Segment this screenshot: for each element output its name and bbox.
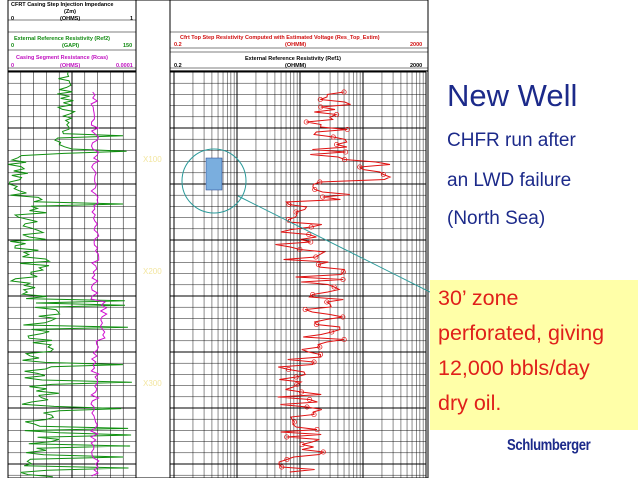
track1-casing-right: 0.0001 [116,63,133,69]
resistivity-marker [357,164,363,170]
track2-scale-left: 0.2 [174,42,182,48]
resistivity-marker [304,404,310,410]
resistivity-marker [334,111,340,118]
resistivity-marker [341,336,347,343]
callout-line-2: perforated, giving [438,321,605,345]
casing-resistance-curve [89,91,108,477]
slide-line-3: (North Sea) [447,208,546,229]
resistivity-marker [299,441,305,448]
resistivity-marker [303,119,309,125]
resistivity-marker [340,314,346,320]
resistivity-marker [308,239,314,245]
resistivity-marker [324,299,330,305]
resistivity-marker [311,411,317,418]
track1-scale-right: 1 [130,16,134,22]
track1-casing-title: Casing Segment Resistance (Rcas) [16,55,109,61]
resistivity-marker [297,246,303,253]
callout-box: 30’ zone perforated, giving 12,000 bbls/… [430,280,638,430]
track1-ref-left: 0 [11,43,15,49]
resistivity-marker [302,306,308,313]
track1-scale-unit: (OHMS) [60,16,81,22]
resistivity-marker [344,126,350,133]
perforated-zone-marker [205,157,223,191]
resistivity-marker [314,426,320,433]
resistivity-marker [306,231,312,238]
resistivity-marker [340,276,346,283]
resistivity-marker [317,351,324,358]
callout-line-3: 12,000 bbls/day [438,356,590,380]
resistivity-marker [320,449,326,455]
resistivity-marker [284,434,290,440]
resistivity-marker [329,329,335,335]
track2-ref-title: External Reference Resistivity (Ref1) [245,56,341,62]
track2-title: Cfrt Top Step Resistivity Computed with … [180,35,380,41]
resistivity-marker [343,149,349,155]
resistivity-marker [313,321,319,328]
resistivity-marker [286,366,292,373]
slide-title: New Well [447,78,578,113]
resistivity-marker [315,261,321,268]
log-curves [8,71,392,478]
track2-ref-left: 0.2 [174,63,182,69]
resistivity-marker [284,456,290,463]
resistivity-marker [310,291,316,298]
resistivity-marker [340,269,346,275]
resistivity-marker [331,284,337,290]
resistivity-marker [293,209,299,215]
zoom-annotation [181,148,430,293]
track2-scale-unit: (OHMM) [285,42,307,48]
resistivity-curve [275,91,392,473]
track2-ref-unit: (OHMM) [285,63,307,69]
resistivity-marker [286,201,292,208]
depth-label: X100 [143,155,162,164]
track1-ref-right: 150 [123,43,133,49]
resistivity-marker [291,419,297,425]
track1-scale-left: 0 [11,16,15,22]
resistivity-marker [298,389,305,395]
depth-label: X300 [143,379,162,388]
resistivity-marker [313,254,319,260]
track1-title-line2: (Zm) [64,9,76,15]
schlumberger-logo: Schlumberger [507,437,591,454]
resistivity-marker [334,141,340,148]
resistivity-marker [380,171,386,178]
resistivity-marker [317,344,323,350]
resistivity-marker [341,156,348,163]
track2-ref-right: 2000 [410,63,423,69]
log-grid [7,0,429,478]
resistivity-marker [330,134,336,140]
track1-ref-unit: (GAPI) [62,43,80,49]
slide-line-2: an LWD failure [447,170,572,191]
resistivity-marker [279,464,285,470]
callout-line-4: dry oil. [438,391,502,415]
track1-ref-title: External Reference Resistivity (Ref2) [14,36,110,42]
resistivity-marker [308,224,314,230]
track1-title-line1: CFRT Casing Step Injection Impedance [11,2,114,8]
zoom-circle [181,148,247,214]
resistivity-marker [293,374,299,380]
callout-arrow [237,195,430,293]
resistivity-marker [294,381,300,388]
resistivity-marker [312,186,318,193]
resistivity-marker [341,89,347,95]
track1-casing-left: 0 [11,63,15,69]
track2-scale-right: 2000 [410,42,423,48]
resistivity-marker [317,96,323,103]
resistivity-marker [320,194,326,200]
slide-line-1: CHFR run after [447,130,576,151]
well-log-chart [7,0,430,478]
resistivity-marker [318,104,324,110]
resistivity-marker [317,179,323,185]
resistivity-marker [311,359,317,365]
depth-label: X200 [143,267,162,276]
track1-casing-unit: (OHMS) [60,63,81,69]
resistivity-marker [307,396,313,403]
callout-line-1: 30’ zone [438,286,519,310]
gamma-ray-curve [8,71,132,478]
